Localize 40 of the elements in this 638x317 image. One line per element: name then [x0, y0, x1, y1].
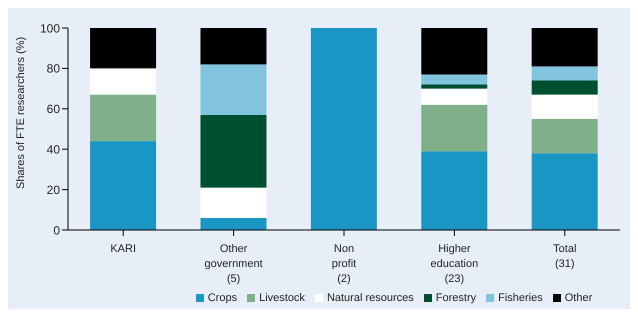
legend-label: Fisheries: [498, 292, 543, 304]
bar: [200, 64, 266, 115]
bar: [421, 28, 488, 74]
y-tick-label: 80: [46, 62, 60, 76]
bar: [532, 153, 598, 230]
bar: [421, 84, 488, 89]
bar: [200, 218, 266, 230]
y-axis-title: Shares of FTE researchers (%): [14, 36, 27, 189]
y-tick-label: 0: [53, 223, 60, 238]
legend-label: Crops: [208, 292, 238, 304]
x-tick-label: KARI: [110, 243, 136, 255]
legend-label: Forestry: [436, 292, 476, 304]
bar: [90, 28, 156, 68]
bar: [421, 151, 488, 230]
bar: [90, 141, 156, 230]
y-tick-label: 60: [46, 102, 60, 116]
bar: [532, 94, 598, 119]
legend-label: Livestock: [259, 292, 305, 304]
bar: [200, 28, 266, 64]
bar: [532, 80, 598, 95]
bar: [90, 68, 156, 95]
legend-label: Other: [564, 292, 592, 304]
x-tick-label: Non profit (2): [332, 243, 356, 285]
bar: [200, 114, 266, 188]
bar: [532, 118, 598, 154]
y-tick-label: 40: [46, 142, 60, 156]
bar: [421, 104, 488, 152]
bar: [532, 28, 598, 66]
bar: [532, 66, 598, 81]
legend-label: Natural resources: [326, 292, 414, 304]
bar: [310, 28, 377, 230]
bar: [90, 94, 156, 142]
x-tick-label: Total (31): [553, 243, 576, 270]
bar: [421, 74, 488, 85]
x-tick-label: Higher education (23): [430, 243, 478, 285]
y-tick-label: 20: [46, 182, 60, 197]
x-tick-label: Other government (5): [204, 243, 263, 285]
bar: [421, 88, 488, 105]
bar: [200, 188, 266, 218]
y-tick-label: 100: [40, 21, 60, 36]
